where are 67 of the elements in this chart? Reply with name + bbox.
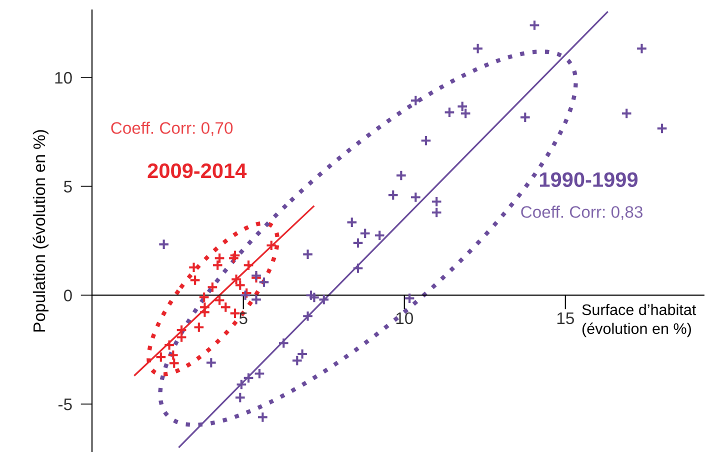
point [395, 170, 407, 182]
point [242, 259, 254, 271]
point [346, 216, 358, 228]
point [472, 42, 484, 54]
x-tick-label: 15 [557, 312, 574, 324]
text: 2009-2014 [148, 163, 247, 178]
text: 1990-1999 [540, 172, 638, 188]
point [214, 294, 226, 306]
y-tick-label: 0 [64, 290, 72, 302]
point [229, 308, 241, 320]
point [528, 20, 540, 31]
point [229, 250, 241, 262]
x-tick-label: 5 [239, 312, 248, 324]
annotation: Coeff. Corr: 0,83 [521, 206, 642, 220]
point [167, 349, 179, 361]
point [318, 294, 330, 306]
point [308, 292, 320, 304]
point [352, 237, 364, 249]
point [352, 262, 364, 274]
point [198, 291, 210, 303]
point [240, 290, 251, 301]
point [250, 294, 262, 306]
point [430, 206, 442, 218]
point [205, 357, 217, 368]
point [374, 230, 386, 242]
point [256, 411, 268, 423]
point [234, 392, 246, 404]
point [278, 337, 290, 349]
point [234, 280, 246, 291]
point [404, 292, 416, 304]
point [410, 192, 422, 203]
point [155, 351, 167, 363]
point [636, 42, 648, 54]
y-tick-label: 5 [64, 180, 72, 193]
point [199, 306, 210, 318]
point [250, 270, 262, 282]
point [240, 287, 252, 299]
point [158, 238, 170, 250]
point [620, 108, 632, 120]
point [258, 276, 270, 288]
point [176, 332, 188, 343]
point [164, 339, 175, 351]
x-axis-title: Surface d’habitat (évolution en %) [582, 304, 696, 338]
point [254, 368, 266, 380]
annotation: Coeff. Corr: 0,70 [111, 122, 233, 136]
y-tick-label: -5 [58, 398, 72, 410]
point [189, 274, 201, 286]
point [168, 357, 180, 369]
y-axis-title: Population (évolution en %) [32, 130, 48, 332]
point [302, 248, 314, 260]
point [206, 281, 218, 293]
point [656, 122, 668, 134]
point [230, 274, 242, 286]
point [359, 228, 371, 240]
point [266, 240, 278, 252]
point [302, 310, 314, 322]
point [519, 112, 531, 124]
point [220, 302, 232, 313]
point [387, 189, 399, 201]
point [420, 134, 432, 146]
y-tick-label: 10 [55, 72, 72, 84]
point [228, 252, 240, 264]
point [456, 100, 468, 112]
point [193, 322, 205, 333]
point [430, 196, 442, 208]
point [444, 106, 456, 118]
point [460, 108, 472, 120]
